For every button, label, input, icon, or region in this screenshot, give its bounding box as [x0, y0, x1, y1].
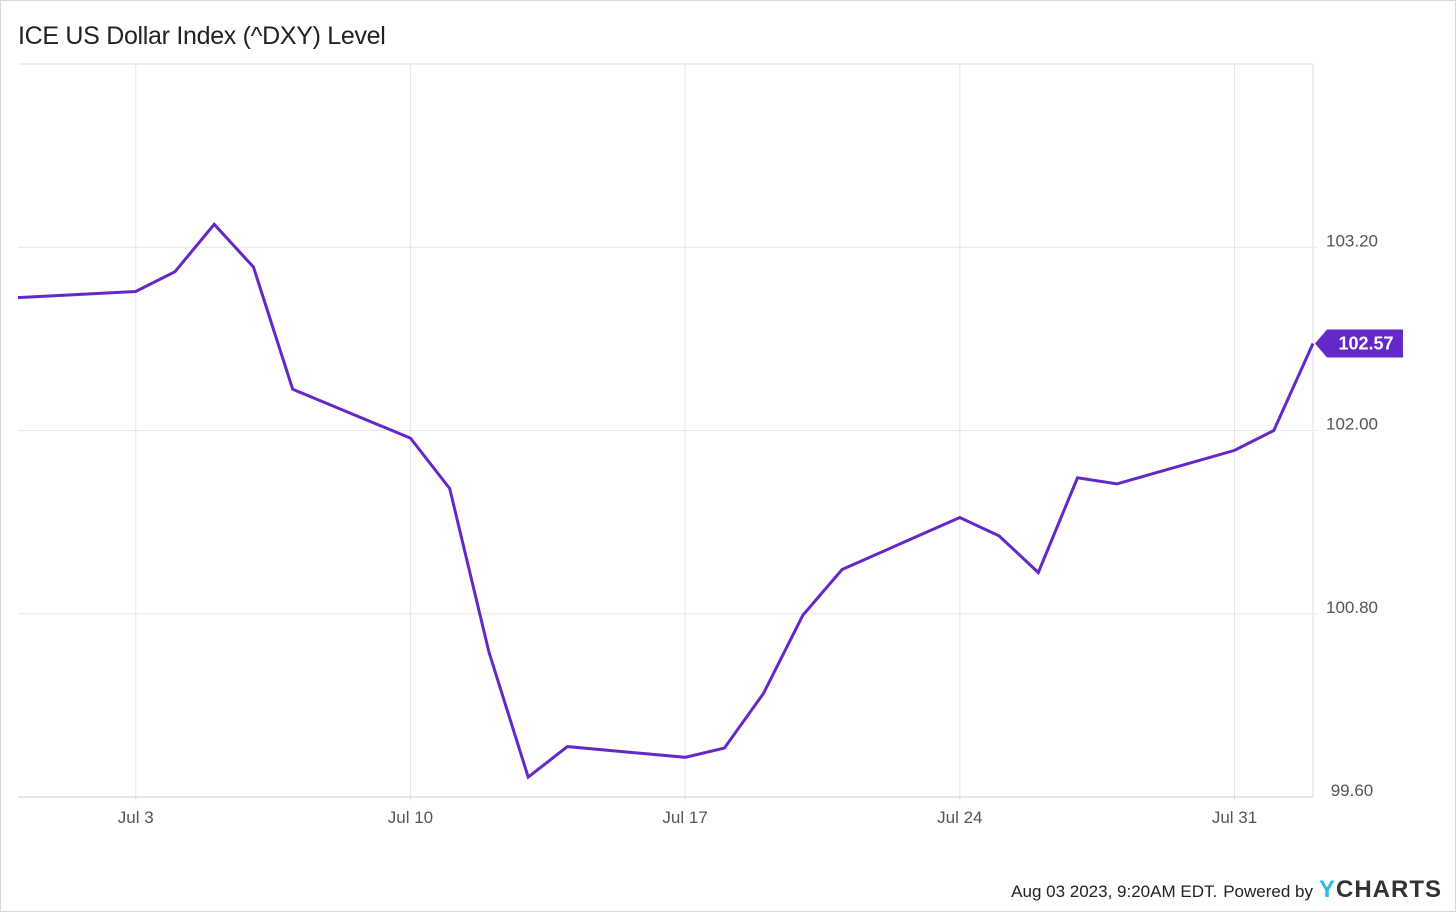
y-tick-label: 100.80 [1326, 598, 1378, 617]
ycharts-logo-y: Y [1318, 876, 1336, 903]
x-tick-label: Jul 24 [937, 808, 982, 827]
x-tick-label: Jul 17 [662, 808, 707, 827]
series-line [17, 222, 1315, 780]
y-tick-label: 103.20 [1326, 231, 1378, 250]
timestamp: Aug 03 2023, 9:20AM EDT. [1011, 882, 1218, 901]
ycharts-logo[interactable]: YCHARTS [1319, 876, 1442, 904]
y-tick-label: 102.00 [1326, 415, 1378, 434]
y-tick-label: 99.60 [1331, 781, 1374, 800]
powered-by-text: Powered by [1223, 882, 1313, 901]
chart-footer: Aug 03 2023, 9:20AM EDT. Powered by YCHA… [1011, 876, 1442, 904]
x-tick-label: Jul 3 [118, 808, 154, 827]
last-value-marker: 102.57 [1315, 329, 1403, 358]
axes: 99.60 100.80 102.00 103.20 Jul 3 Jul 10 Jul 17… [18, 231, 1378, 827]
chart-title: ICE US Dollar Index (^DXY) Level [18, 22, 386, 50]
x-tick-label: Jul 10 [388, 808, 433, 827]
x-tick-label: Jul 31 [1212, 808, 1257, 827]
last-value-tag [1315, 329, 1403, 358]
ycharts-logo-rest: CHARTS [1336, 876, 1442, 903]
grid-lines [18, 63, 1317, 801]
last-value-label: 102.57 [1338, 333, 1393, 353]
series [17, 222, 1315, 780]
